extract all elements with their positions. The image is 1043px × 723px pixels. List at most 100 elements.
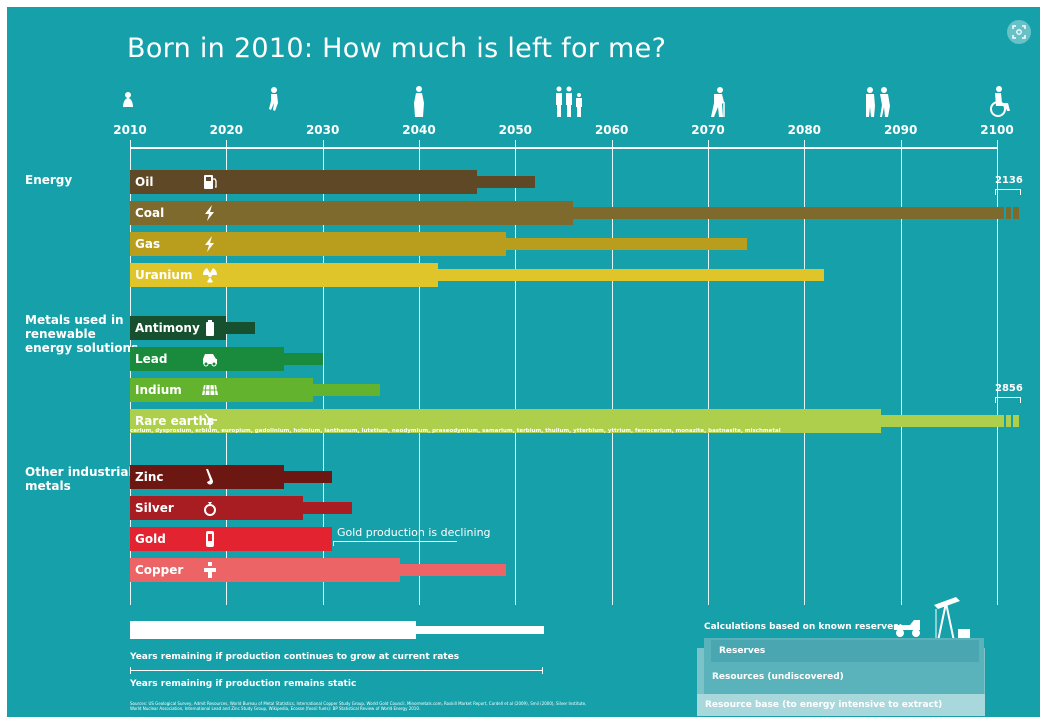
bar-indium: Indium (130, 378, 314, 402)
gridline (130, 140, 131, 605)
infographic-panel: Born in 2010: How much is left for me? 2… (7, 7, 1040, 717)
static-tail (476, 176, 535, 188)
bar-copper: Copper (130, 558, 400, 582)
resources-label: Resources (undiscovered) (712, 672, 844, 682)
solar-panel-icon (202, 384, 218, 396)
car-icon (203, 354, 217, 367)
bar-zinc: Zinc (130, 465, 285, 489)
baby-icon (123, 92, 133, 107)
overflow-bracket (995, 397, 1021, 403)
rare-earths-note: cerium, dysprosium, erbium, europium, ga… (130, 428, 781, 434)
bar-silver: Silver (130, 496, 304, 520)
x-tick-label: 2040 (402, 123, 436, 137)
bar-label: Gold (135, 532, 166, 546)
scan-icon (1012, 25, 1026, 39)
bar-label: Zinc (135, 470, 164, 484)
x-tick-label: 2100 (980, 123, 1014, 137)
static-tail (881, 415, 1019, 427)
bar-uranium: Uranium (130, 263, 439, 287)
elderly-couple-icon (865, 87, 890, 117)
reserves-panel-title: Calculations based on known reserves: (704, 622, 903, 632)
reserves-box: Reserves (711, 640, 979, 662)
overflow-bracket (995, 189, 1021, 195)
x-tick-label: 2030 (305, 123, 340, 137)
axis-break-mark (1004, 415, 1006, 427)
sources-footnote: Sources: US Geological Survey, Admit Res… (130, 701, 587, 711)
x-axis-line (130, 147, 998, 149)
x-tick-label: 2050 (498, 123, 533, 137)
x-tick-label: 2090 (883, 123, 918, 137)
legend-static-bar (416, 626, 544, 634)
gridline (515, 140, 517, 605)
x-tick-label: 2070 (691, 123, 725, 137)
bride-icon (414, 86, 424, 117)
bar-label: Rare earths (135, 414, 215, 428)
bar-label: Uranium (135, 268, 193, 282)
bar-gold: Gold (130, 527, 333, 551)
bar-label: Gas (135, 237, 161, 251)
resource-base-label: Resource base (to energy intensive to ex… (697, 694, 985, 716)
legend-static-text: Years remaining if production remains st… (130, 679, 357, 689)
bar-rare-earths: Rare earths (130, 409, 882, 433)
group-label: Energy (25, 173, 73, 187)
static-tail (303, 502, 352, 514)
child-icon (268, 87, 278, 111)
x-tick-label: 2010 (113, 123, 147, 137)
gridline (322, 140, 324, 605)
gridline (226, 140, 228, 605)
oil-pump-icon (934, 597, 970, 642)
static-tail (505, 238, 747, 250)
x-tick-label: 2020 (209, 123, 244, 137)
axis-break-mark (1011, 207, 1013, 219)
visual-search-button[interactable] (1007, 20, 1031, 44)
wheelchair-icon (990, 86, 1010, 117)
bar-oil: Oil (130, 170, 477, 194)
saxophone-icon (206, 469, 214, 485)
gridline (611, 140, 613, 605)
gridline (804, 140, 806, 605)
static-tail (313, 384, 381, 396)
gridline (708, 140, 709, 605)
legend-growth-text: Years remaining if production continues … (130, 652, 460, 662)
overflow-label: 2856 (995, 383, 1023, 394)
chart-title: Born in 2010: How much is left for me? (127, 33, 667, 64)
bar-label: Indium (135, 383, 182, 397)
radiation-icon (202, 268, 218, 283)
bar-coal: Coal (130, 201, 574, 225)
static-tail (438, 269, 824, 281)
mining-truck-icon (894, 620, 920, 637)
static-tail (399, 564, 506, 576)
wind-turbine-icon (204, 413, 217, 429)
bar-label: Antimony (135, 321, 200, 335)
bar-antimony: Antimony (130, 316, 227, 340)
gridline (997, 140, 998, 605)
gridline (419, 140, 420, 605)
legend-static-line (130, 667, 543, 674)
faucet-icon (204, 562, 216, 578)
static-tail (573, 207, 1019, 219)
family-icon (555, 86, 582, 117)
elder-icon (710, 87, 725, 117)
legend-growth-bar (130, 621, 416, 639)
fuel-pump-icon (204, 175, 217, 189)
bar-gas: Gas (130, 232, 506, 256)
ring-icon (204, 502, 216, 516)
x-tick-label: 2060 (594, 123, 629, 137)
gold-annotation: Gold production is declining (337, 526, 491, 539)
axis-break-mark (1004, 207, 1006, 219)
lightning-icon (205, 205, 214, 221)
bar-lead: Lead (130, 347, 285, 371)
bar-label: Coal (135, 206, 165, 220)
battery-icon (206, 320, 214, 336)
gridline (900, 140, 902, 605)
group-label: Metals used in renewable energy solution… (25, 313, 139, 355)
bar-label: Oil (135, 175, 154, 189)
group-label: Other industrial metals (25, 465, 133, 493)
axis-break-mark (1011, 415, 1013, 427)
static-tail (284, 353, 323, 365)
mobile-phone-icon (206, 531, 214, 547)
static-tail (226, 322, 256, 334)
static-tail (284, 471, 333, 483)
x-tick-label: 2080 (787, 123, 822, 137)
bar-label: Lead (135, 352, 168, 366)
